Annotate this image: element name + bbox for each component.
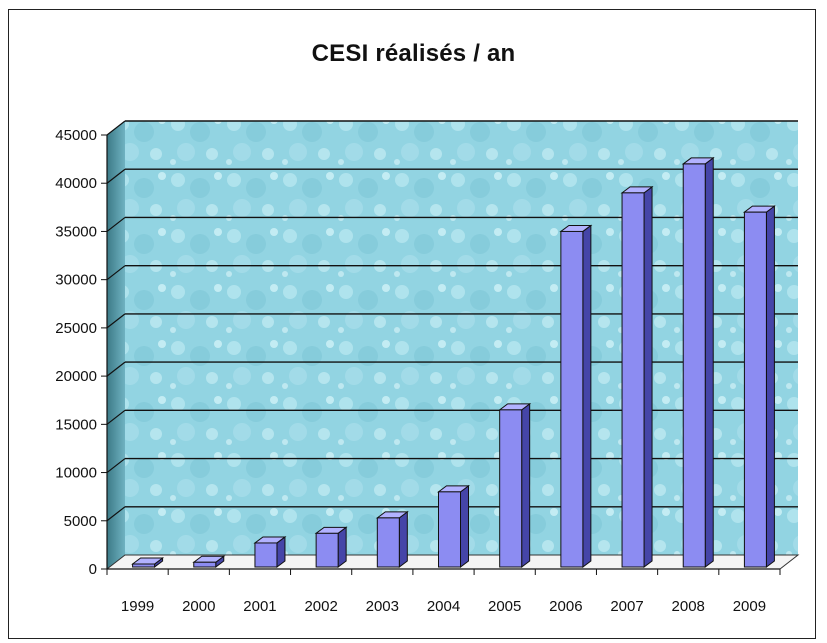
gridline-side — [106, 216, 126, 232]
gridline-side — [106, 120, 126, 136]
x-tick-label: 2000 — [182, 598, 215, 615]
bar-2002 — [315, 532, 339, 568]
y-tick-label: 5000 — [64, 513, 97, 530]
x-tick-label: 2008 — [672, 598, 705, 615]
y-tick-label: 35000 — [55, 223, 97, 240]
bar-side — [337, 526, 347, 568]
x-tick-label: 2003 — [366, 598, 399, 615]
bar-2005 — [499, 409, 523, 568]
gridline-side — [106, 409, 126, 425]
x-tick-label: 2004 — [427, 598, 460, 615]
y-tick-label: 40000 — [55, 175, 97, 192]
y-tick-label: 25000 — [55, 320, 97, 337]
bar-side — [765, 205, 775, 568]
bar-2006 — [560, 230, 584, 568]
x-tick-label: 2001 — [243, 598, 276, 615]
bar-2003 — [376, 517, 400, 568]
y-tick-label: 15000 — [55, 416, 97, 433]
y-tick-label: 30000 — [55, 272, 97, 289]
gridline-side — [106, 506, 126, 522]
y-tick-label: 45000 — [55, 127, 97, 144]
y-tick-label: 0 — [89, 561, 97, 578]
bar-side — [460, 484, 469, 568]
gridline-side — [106, 361, 126, 377]
gridline-side — [106, 265, 126, 281]
chart-title: CESI réalisés / an — [311, 40, 516, 67]
bar-2000 — [193, 561, 217, 568]
bar-2007 — [621, 192, 645, 568]
bar-1999 — [132, 563, 156, 568]
y-tick-label: 10000 — [55, 465, 97, 482]
gridline-side — [106, 458, 126, 474]
x-tick-label: 2002 — [304, 598, 337, 615]
y-tick-label: 20000 — [55, 368, 97, 385]
x-tick-label: 2005 — [488, 598, 521, 615]
gridline-side — [106, 313, 126, 329]
x-tick-label: 2006 — [549, 598, 582, 615]
bar-2001 — [254, 542, 278, 568]
bar-side — [521, 402, 531, 568]
bar-2004 — [438, 491, 461, 568]
bar-side — [643, 185, 653, 568]
chart-side-wall — [107, 121, 125, 569]
x-tick-label: 2007 — [610, 598, 643, 615]
bar-side — [582, 224, 592, 568]
bar-side — [704, 156, 714, 568]
bar-2009 — [743, 211, 767, 568]
bar-2008 — [682, 163, 706, 568]
gridline-side — [106, 168, 126, 184]
bar-side — [398, 510, 408, 568]
x-tick-label: 1999 — [121, 598, 154, 615]
x-tick-label: 2009 — [733, 598, 766, 615]
